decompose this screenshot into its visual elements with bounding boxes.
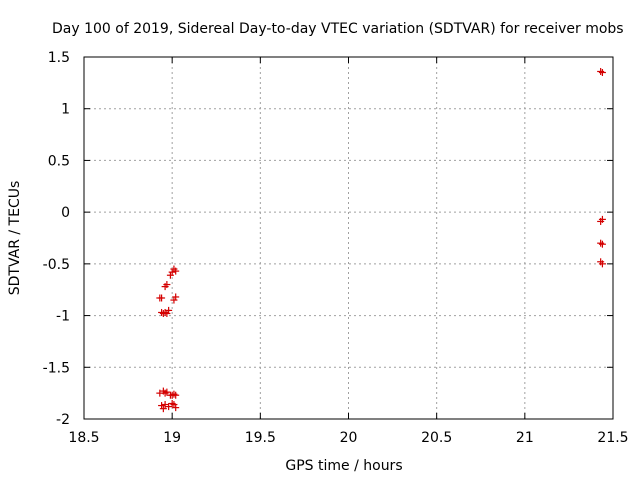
tick-label-layer: 18.5 19 19.5 20 20.5 21 21.5 1.5 1 0.5 0 -0.5 -1 -1.5… bbox=[43, 50, 629, 446]
data-point bbox=[172, 293, 180, 301]
data-point bbox=[597, 67, 605, 75]
chart-title: Day 100 of 2019, Sidereal Day-to-day VTE… bbox=[52, 21, 624, 37]
data-point bbox=[598, 240, 606, 248]
data-point bbox=[170, 296, 178, 304]
data-point bbox=[158, 294, 166, 302]
x-tick-label: 21 bbox=[516, 430, 534, 446]
data-point bbox=[159, 405, 167, 413]
x-tick-label: 19.5 bbox=[245, 430, 276, 446]
data-point bbox=[170, 390, 178, 398]
data-point bbox=[597, 217, 605, 225]
x-tick-label: 21.5 bbox=[597, 430, 628, 446]
data-point bbox=[165, 306, 173, 314]
data-point bbox=[172, 391, 180, 399]
data-point bbox=[168, 268, 176, 276]
y-axis-label: SDTVAR / TECUs bbox=[7, 181, 23, 296]
points-layer bbox=[156, 67, 606, 413]
x-tick-label: 20.5 bbox=[421, 430, 452, 446]
y-tick-label: 1 bbox=[61, 102, 70, 118]
data-point bbox=[161, 401, 169, 409]
data-point bbox=[158, 402, 166, 410]
y-tick-label: -1.5 bbox=[43, 360, 70, 376]
y-tick-label: -1 bbox=[56, 309, 70, 325]
x-tick-label: 20 bbox=[340, 430, 358, 446]
y-tick-label: 1.5 bbox=[48, 50, 70, 66]
x-tick-label: 19 bbox=[163, 430, 181, 446]
data-point bbox=[163, 281, 171, 289]
data-point bbox=[166, 271, 174, 279]
y-tick-label: -2 bbox=[56, 412, 70, 428]
data-point bbox=[598, 69, 606, 77]
data-point bbox=[163, 388, 171, 396]
data-point bbox=[597, 239, 605, 247]
tick-layer bbox=[83, 56, 614, 420]
x-tick-label: 18.5 bbox=[68, 430, 99, 446]
y-tick-label: 0.5 bbox=[48, 153, 70, 169]
grid-layer bbox=[84, 57, 613, 419]
data-point bbox=[598, 260, 606, 268]
data-point bbox=[165, 403, 173, 411]
y-tick-label: -0.5 bbox=[43, 257, 70, 273]
data-point bbox=[172, 267, 180, 275]
data-point bbox=[172, 404, 180, 412]
y-tick-label: 0 bbox=[61, 205, 70, 221]
data-point bbox=[168, 399, 176, 407]
x-axis-label: GPS time / hours bbox=[285, 458, 402, 474]
